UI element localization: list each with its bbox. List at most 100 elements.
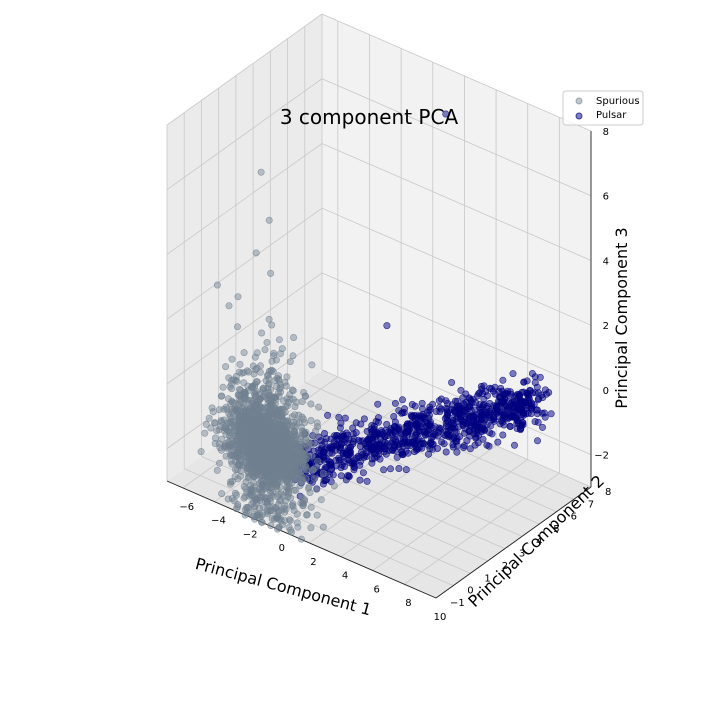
pulsar-point [332, 456, 340, 464]
spurious-point [264, 461, 272, 469]
pulsar-point [448, 378, 456, 386]
chart-title: 3 component PCA [280, 105, 459, 129]
spurious-point [253, 349, 261, 357]
spurious-point [252, 366, 260, 374]
pulsar-point [510, 441, 518, 449]
spurious-point [292, 398, 300, 406]
x-tick-label: 2 [310, 557, 316, 568]
x-tick-label: −4 [211, 516, 226, 527]
pulsar-point [356, 476, 364, 484]
x-tick-label: 0 [279, 543, 285, 554]
spurious-point [308, 361, 316, 369]
spurious-point [267, 447, 275, 455]
spurious-point [293, 519, 301, 527]
pulsar-point [338, 461, 346, 469]
pulsar-point [533, 437, 541, 445]
spurious-point [249, 467, 257, 475]
spurious-point [289, 352, 297, 360]
spurious-point [307, 416, 315, 424]
pulsar-point [530, 400, 538, 408]
pulsar-point [412, 412, 420, 420]
pulsar-point [434, 432, 442, 440]
z-tick-label: 0 [603, 386, 609, 397]
spurious-point [229, 398, 237, 406]
grid-line-x-floor [404, 472, 560, 585]
pulsar-point [395, 464, 403, 472]
spurious-point [258, 518, 266, 526]
spurious-point [235, 368, 243, 376]
spurious-point [228, 355, 236, 363]
pulsar-point [513, 420, 521, 428]
spurious-point [253, 423, 261, 431]
spurious-point [201, 429, 209, 437]
pulsar-point [419, 439, 427, 447]
spurious-point [258, 329, 266, 337]
x-tick-label: 10 [434, 612, 447, 623]
pulsar-point [509, 406, 517, 414]
pulsar-point [453, 442, 461, 450]
pulsar-point [478, 425, 486, 433]
pulsar-point [363, 477, 371, 485]
spurious-point [298, 441, 306, 449]
pulsar-point [499, 376, 507, 384]
pulsar-point [349, 424, 357, 432]
pulsar-point [333, 435, 341, 443]
pulsar-point [386, 465, 394, 473]
pulsar-point [367, 425, 375, 433]
pulsar-point [466, 395, 474, 403]
spurious-point [289, 462, 297, 470]
pulsar-point [472, 398, 480, 406]
grid-line-z-side [166, 13, 323, 126]
spurious-point [274, 475, 282, 483]
spurious-point [263, 471, 271, 479]
spurious-point [259, 392, 267, 400]
pulsar-point [538, 423, 546, 431]
pulsar-point [448, 424, 456, 432]
spurious-point [251, 353, 259, 361]
pulsar-point [445, 433, 453, 441]
pulsar-point [376, 455, 384, 463]
spurious-point [213, 466, 221, 474]
spurious-point [225, 427, 233, 435]
spurious-point [301, 392, 309, 400]
pulsar-point [488, 430, 496, 438]
spurious-point [284, 398, 292, 406]
spurious-point [313, 485, 321, 493]
grid-line-x-floor [340, 445, 497, 558]
pulsar-point [345, 473, 353, 481]
pulsar-point [497, 384, 505, 392]
pulsar-point [519, 421, 527, 429]
pulsar-point [438, 438, 446, 446]
spurious-point [252, 249, 260, 257]
spurious-point [299, 415, 307, 423]
spurious-point [267, 490, 275, 498]
pulsar-point [383, 322, 391, 330]
spurious-point [264, 430, 272, 438]
spurious-point [290, 333, 298, 341]
pulsar-point [478, 409, 486, 417]
spurious-point [238, 425, 246, 433]
pulsar-point [350, 466, 358, 474]
pulsar-point [374, 414, 382, 422]
grid-line-y-floor [201, 455, 471, 574]
grid-line-z-side [166, 78, 323, 191]
spurious-point [287, 444, 295, 452]
spurious-point [310, 432, 318, 440]
spurious-point [219, 383, 227, 391]
spurious-point [215, 459, 223, 467]
grid-line-y-floor [287, 394, 557, 513]
pulsar-point [337, 419, 345, 427]
spurious-point [292, 486, 300, 494]
pulsar-point [541, 386, 549, 394]
spurious-point [308, 452, 316, 460]
pulsar-point [423, 408, 431, 416]
spurious-point [220, 416, 228, 424]
spurious-point [231, 449, 239, 457]
pulsar-point [352, 429, 360, 437]
spurious-point [267, 521, 275, 529]
pulsar-point [418, 405, 426, 413]
pulsar-point [398, 409, 406, 417]
spurious-point [277, 413, 285, 421]
spurious-point [250, 370, 258, 378]
pulsar-point [404, 420, 412, 428]
